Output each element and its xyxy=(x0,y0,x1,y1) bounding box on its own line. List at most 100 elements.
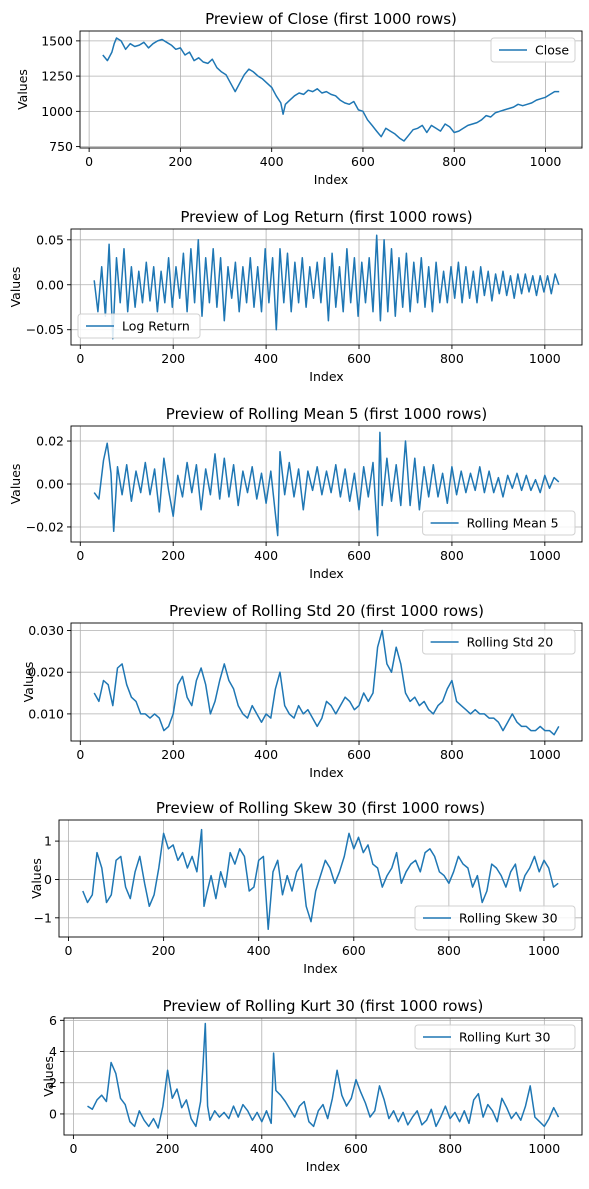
x-tick-label: 0 xyxy=(65,943,73,958)
x-tick-label: 200 xyxy=(161,351,185,366)
x-tick-label: 200 xyxy=(161,548,185,563)
y-tick-label: 2 xyxy=(49,1075,57,1090)
plot-frame xyxy=(70,228,583,346)
legend-label: Rolling Std 20 xyxy=(467,635,554,650)
x-tick-label: 1000 xyxy=(529,548,561,563)
legend-label: Rolling Kurt 30 xyxy=(459,1030,550,1045)
legend-label: Rolling Mean 5 xyxy=(467,516,559,531)
legend-label: Log Return xyxy=(122,319,190,334)
y-tick-label: 6 xyxy=(49,1013,57,1028)
x-axis-label: Index xyxy=(306,1159,340,1174)
x-tick-label: 0 xyxy=(76,351,84,366)
chart-title: Preview of Log Return (first 1000 rows) xyxy=(180,208,472,226)
plot-frame xyxy=(63,1017,583,1136)
y-tick-label: −0.02 xyxy=(26,519,64,534)
y-tick-label: 1250 xyxy=(41,69,73,84)
x-tick-label: 200 xyxy=(168,154,192,169)
subplot-4: Preview of Rolling Std 20 (first 1000 ro… xyxy=(21,602,583,780)
x-tick-label: 600 xyxy=(347,351,371,366)
chart-title: Preview of Rolling Kurt 30 (first 1000 r… xyxy=(163,997,484,1015)
legend-label: Close xyxy=(535,43,569,58)
y-axis-label: Values xyxy=(41,1056,56,1097)
x-tick-label: 1000 xyxy=(528,1141,560,1156)
legend-box xyxy=(414,905,576,931)
y-tick-label: 0.02 xyxy=(36,434,64,449)
x-tick-label: 600 xyxy=(342,943,366,958)
x-tick-label: 600 xyxy=(347,548,371,563)
y-tick-label: −1 xyxy=(34,910,52,925)
x-tick-label: 200 xyxy=(161,747,185,762)
x-tick-label: 0 xyxy=(76,747,84,762)
series-line xyxy=(93,431,560,537)
y-tick-label: 0.00 xyxy=(36,277,64,292)
y-tick-label: 0.05 xyxy=(36,232,64,247)
y-tick-label: 0 xyxy=(49,1106,57,1121)
x-tick-label: 800 xyxy=(440,548,464,563)
x-tick-label: 1000 xyxy=(529,351,561,366)
x-tick-label: 0 xyxy=(69,1141,77,1156)
y-axis-label: Values xyxy=(8,267,23,308)
x-axis-label: Index xyxy=(314,172,348,187)
y-tick-label: 0.020 xyxy=(28,665,64,680)
y-tick-label: 0.00 xyxy=(36,477,64,492)
x-tick-label: 800 xyxy=(438,1141,462,1156)
y-tick-label: 1 xyxy=(44,834,52,849)
y-tick-label: 0.010 xyxy=(28,706,64,721)
x-axis-label: Index xyxy=(309,765,343,780)
subplot-2: Preview of Log Return (first 1000 rows) 0… xyxy=(8,208,583,384)
y-axis-label: Values xyxy=(15,69,30,110)
y-tick-label: 750 xyxy=(49,139,73,154)
x-axis-label: Index xyxy=(309,369,343,384)
y-tick-label: −0.05 xyxy=(26,322,64,337)
subplot-3: Preview of Rolling Mean 5 (first 1000 ro… xyxy=(8,405,583,581)
y-tick-label: 0 xyxy=(44,872,52,887)
chart-title: Preview of Rolling Std 20 (first 1000 ro… xyxy=(169,602,484,620)
series-line xyxy=(93,629,560,736)
chart-title: Preview of Rolling Skew 30 (first 1000 r… xyxy=(156,799,485,817)
series-line xyxy=(87,1022,560,1129)
plot-frame xyxy=(79,30,583,149)
y-tick-label: 0.030 xyxy=(28,623,64,638)
series-line xyxy=(93,234,560,340)
x-tick-label: 400 xyxy=(254,351,278,366)
plot-frame xyxy=(70,622,583,742)
legend: Log Return xyxy=(77,313,201,339)
y-tick-label: 1000 xyxy=(41,104,73,119)
x-tick-label: 0 xyxy=(76,548,84,563)
legend: Rolling Skew 30 xyxy=(414,905,576,931)
y-axis-label: Values xyxy=(21,662,36,703)
subplot-5: Preview of Rolling Skew 30 (first 1000 r… xyxy=(29,799,583,976)
y-axis-label: Values xyxy=(8,464,23,505)
legend-label: Rolling Skew 30 xyxy=(459,911,558,926)
legend: Rolling Kurt 30 xyxy=(414,1024,576,1050)
chart-title: Preview of Rolling Mean 5 (first 1000 ro… xyxy=(166,405,487,423)
y-axis-label: Values xyxy=(29,858,44,899)
subplot-1: Preview of Close (first 1000 rows) 0 200 40… xyxy=(15,10,583,187)
legend-box xyxy=(414,1024,576,1050)
legend: Rolling Mean 5 xyxy=(422,510,576,536)
legend-box xyxy=(422,629,576,655)
legend-box xyxy=(77,313,201,339)
x-tick-label: 1000 xyxy=(529,747,561,762)
x-axis-label: Index xyxy=(309,566,343,581)
x-tick-label: 800 xyxy=(440,747,464,762)
x-tick-label: 1000 xyxy=(530,154,562,169)
x-tick-label: 200 xyxy=(152,943,176,958)
x-tick-label: 800 xyxy=(440,351,464,366)
legend-box xyxy=(422,510,576,536)
x-tick-label: 400 xyxy=(260,154,284,169)
x-tick-label: 800 xyxy=(437,943,461,958)
x-tick-label: 400 xyxy=(254,548,278,563)
x-tick-label: 800 xyxy=(442,154,466,169)
x-tick-label: 1000 xyxy=(528,943,560,958)
plot-frame xyxy=(58,819,583,938)
legend: Rolling Std 20 xyxy=(422,629,576,655)
y-tick-label: 4 xyxy=(49,1044,57,1059)
x-tick-label: 400 xyxy=(250,1141,274,1156)
chart-title: Preview of Close (first 1000 rows) xyxy=(205,10,457,28)
y-tick-label: 1500 xyxy=(41,33,73,48)
x-tick-label: 0 xyxy=(85,154,93,169)
x-tick-label: 400 xyxy=(247,943,271,958)
subplot-6: Preview of Rolling Kurt 30 (first 1000 r… xyxy=(41,997,583,1174)
